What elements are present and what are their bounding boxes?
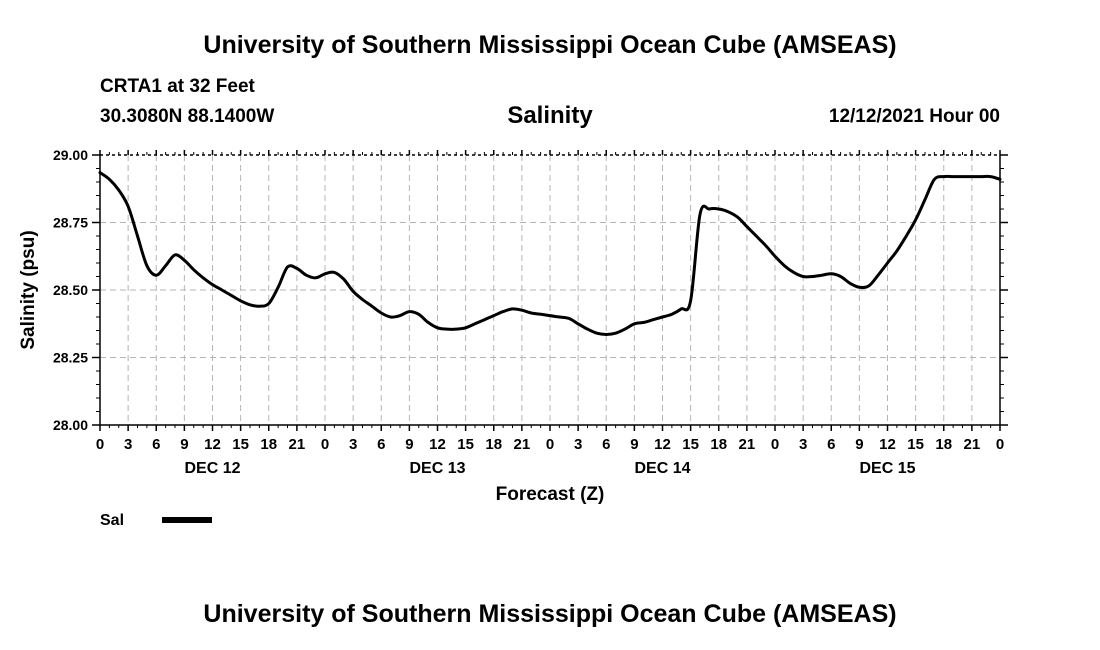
x-tick-label: 0 (546, 436, 554, 453)
chart-title: Salinity (507, 102, 593, 129)
y-tick-label: 28.50 (53, 282, 88, 298)
day-label: DEC 12 (184, 460, 240, 477)
x-tick-label: 18 (710, 436, 727, 453)
x-tick-label: 9 (405, 436, 413, 453)
x-tick-label: 0 (321, 436, 329, 453)
x-tick-label: 6 (827, 436, 835, 453)
station-label: CRTA1 at 32 Feet (100, 76, 255, 97)
y-tick-label: 28.75 (53, 215, 88, 231)
x-tick-label: 6 (377, 436, 385, 453)
x-tick-label: 18 (260, 436, 277, 453)
x-tick-label: 3 (799, 436, 807, 453)
location-label: 30.3080N 88.1400W (100, 106, 275, 127)
x-tick-label: 15 (907, 436, 924, 453)
footer-title: University of Southern Mississippi Ocean… (203, 600, 897, 628)
x-tick-label: 21 (739, 436, 756, 453)
y-axis-title: Salinity (psu) (18, 230, 39, 349)
axis-labels: 0 3 6 9 12 15 18 21 0 3 6 9 12 15 18 21 0 3 6 9 12 15 18 21 0 3 6 9… (18, 147, 1004, 505)
x-tick-label: 18 (935, 436, 952, 453)
x-tick-label: 21 (514, 436, 531, 453)
x-tick-label: 3 (349, 436, 357, 453)
x-axis-title: Forecast (Z) (496, 484, 605, 505)
x-tick-label: 0 (771, 436, 779, 453)
x-tick-label: 12 (429, 436, 446, 453)
x-tick-label: 12 (204, 436, 221, 453)
x-tick-label: 0 (996, 436, 1004, 453)
day-label: DEC 14 (634, 460, 690, 477)
axes (92, 150, 1008, 431)
legend: Sal (100, 512, 212, 529)
x-tick-label: 21 (964, 436, 981, 453)
x-tick-label: 9 (180, 436, 188, 453)
x-tick-label: 3 (124, 436, 132, 453)
x-tick-label: 15 (232, 436, 249, 453)
x-tick-label: 15 (682, 436, 699, 453)
x-tick-label: 15 (457, 436, 474, 453)
page-title: University of Southern Mississippi Ocean… (203, 31, 897, 59)
y-tick-label: 29.00 (53, 147, 88, 163)
y-tick-label: 28.00 (53, 417, 88, 433)
day-label: DEC 13 (409, 460, 465, 477)
x-tick-label: 9 (855, 436, 863, 453)
x-tick-label: 21 (289, 436, 306, 453)
series (98, 171, 1002, 336)
x-tick-label: 6 (602, 436, 610, 453)
x-tick-label: 3 (574, 436, 582, 453)
grid (100, 155, 1000, 425)
legend-label: Sal (100, 512, 124, 529)
y-tick-label: 28.25 (53, 350, 88, 366)
x-tick-label: 12 (879, 436, 896, 453)
x-tick-label: 12 (654, 436, 671, 453)
series-line-sal (98, 171, 1002, 336)
x-tick-label: 0 (96, 436, 104, 453)
datetime-label: 12/12/2021 Hour 00 (828, 106, 1000, 127)
x-tick-label: 6 (152, 436, 160, 453)
x-tick-label: 18 (485, 436, 502, 453)
day-label: DEC 15 (859, 460, 915, 477)
x-tick-label: 9 (630, 436, 638, 453)
